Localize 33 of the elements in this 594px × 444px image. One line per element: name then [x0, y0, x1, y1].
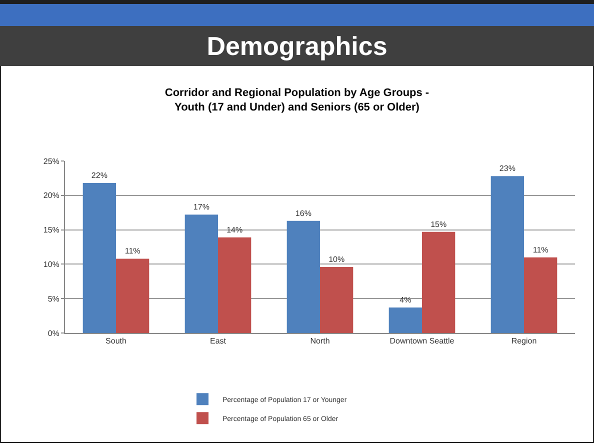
x-tick-label: North — [310, 336, 330, 346]
data-label: 17% — [193, 202, 210, 212]
data-label: 10% — [328, 254, 345, 264]
bar — [82, 183, 116, 333]
y-tick-label: 5% — [48, 294, 60, 304]
x-tick-label: South — [106, 336, 126, 346]
bar — [388, 308, 422, 333]
x-tick-label: East — [210, 336, 227, 346]
bar — [218, 237, 252, 333]
bar — [116, 258, 150, 333]
y-tick-label: 25% — [43, 156, 60, 166]
y-tick-label: 0% — [48, 328, 60, 338]
x-tick-label: Region — [511, 336, 537, 346]
y-tick-label: 15% — [43, 226, 60, 235]
data-label: 4% — [400, 296, 412, 305]
data-label: 11% — [124, 246, 140, 256]
y-tick-label: 20% — [43, 191, 60, 200]
data-label: 16% — [295, 208, 312, 218]
data-label: 23% — [499, 164, 516, 174]
y-tick-label: 10% — [43, 260, 60, 269]
data-label: 11% — [532, 245, 548, 254]
chart-subtitle: Corridor and Regional Population by Age Groups - Youth (17 and Under) and Seniors (65 or Older) — [164, 87, 430, 114]
bar — [286, 220, 320, 333]
data-label: 15% — [430, 220, 447, 229]
data-label: 14% — [226, 225, 243, 234]
bar — [184, 214, 218, 333]
bar — [320, 266, 354, 333]
x-tick-label: Downtown Seattle — [390, 336, 455, 346]
bar — [422, 232, 456, 333]
chart-title: Demographics — [0, 26, 594, 66]
data-label: 22% — [91, 171, 108, 180]
bar — [490, 176, 524, 333]
bar — [524, 257, 558, 333]
